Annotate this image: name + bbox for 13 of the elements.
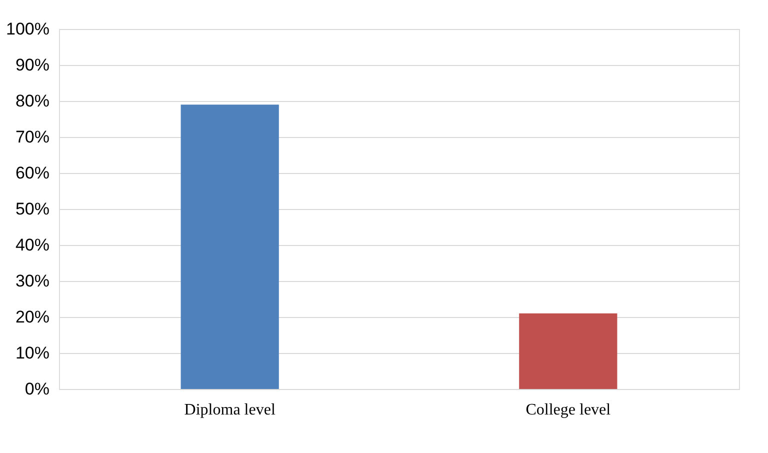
y-tick-label: 70% (15, 128, 50, 146)
x-tick-label: College level (526, 402, 612, 418)
x-tick-label: Diploma level (184, 402, 276, 418)
y-tick-label: 100% (6, 20, 50, 38)
y-tick-label: 90% (15, 56, 50, 74)
y-tick-label: 20% (15, 308, 50, 326)
y-tick-label: 0% (24, 380, 50, 398)
y-tick-label: 60% (15, 164, 50, 182)
y-tick-label: 50% (15, 200, 50, 218)
y-tick-label: 30% (15, 272, 50, 290)
y-tick-label: 40% (15, 236, 50, 254)
y-tick-label: 10% (15, 344, 50, 362)
y-tick-label: 80% (15, 92, 50, 110)
